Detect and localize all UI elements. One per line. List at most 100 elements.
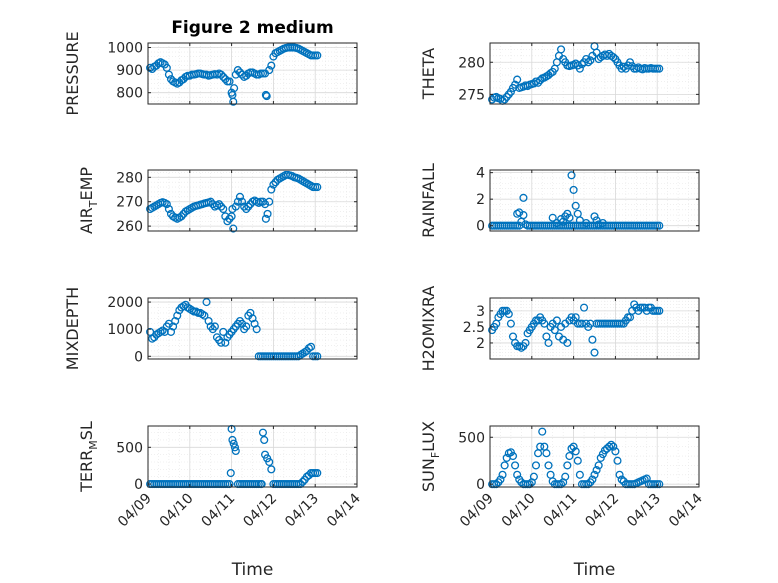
data-point (164, 204, 173, 214)
data-point (506, 319, 515, 328)
data-point (590, 212, 599, 221)
x-tick-label: 04/14 (666, 490, 706, 530)
data-point (557, 45, 566, 54)
y-tick-label: 270 (116, 195, 143, 211)
axes-box (147, 42, 358, 105)
data-point (235, 68, 245, 77)
y-axis-label: SUNFLUX (419, 421, 442, 492)
data-point (655, 221, 664, 230)
series-h2omixra (488, 300, 664, 357)
data-point (544, 338, 553, 347)
y-tick-label: 2 (476, 192, 485, 208)
data-point (206, 197, 215, 206)
data-point (226, 468, 235, 478)
y-tick-label: 280 (116, 170, 143, 186)
y-axis-label: AIRTEMP (77, 167, 100, 234)
data-point (544, 461, 553, 470)
data-point (548, 213, 557, 222)
y-tick-label: 275 (458, 87, 485, 103)
series-mixdepth (146, 298, 322, 361)
data-point (609, 53, 618, 62)
data-point (263, 209, 272, 218)
data-point (238, 197, 247, 206)
data-point (590, 470, 599, 479)
y-axis-label-subscript: F (429, 452, 442, 458)
y-tick-label: 900 (116, 63, 143, 79)
data-point (260, 200, 270, 209)
data-point (536, 442, 545, 451)
y-tick-label: 0 (134, 349, 143, 365)
data-point (261, 90, 270, 100)
data-point (229, 439, 238, 448)
data-point (223, 217, 232, 226)
data-point (496, 475, 505, 484)
data-point (531, 461, 541, 470)
subplot-pressure: 800 900 1000 Figure 2 medium PRESSURE (63, 18, 358, 116)
axes-box (489, 169, 700, 232)
subplot-theta: 275 280 THETA (419, 42, 700, 105)
data-point (515, 342, 524, 351)
y-axis-label-main: AIR (77, 207, 96, 234)
data-point (504, 310, 513, 319)
y-axis-label-rest: LUX (419, 421, 438, 452)
subplot-sun_flux: 0 500 04/09 04/10 04/11 04/12 04/13 04/14 Time SU… (419, 421, 706, 580)
data-point (594, 220, 603, 229)
axes-box (147, 425, 358, 488)
y-tick-label: 1000 (107, 41, 143, 57)
data-point (217, 70, 226, 79)
data-point (262, 92, 271, 101)
data-point (552, 316, 561, 325)
y-axis-label: TERRMSL (77, 421, 100, 493)
y-tick-label: 500 (116, 440, 143, 456)
data-point (619, 62, 628, 71)
data-point (513, 75, 522, 84)
data-point (511, 461, 520, 470)
data-point (228, 435, 237, 445)
data-point (169, 322, 178, 331)
data-point (508, 451, 518, 461)
data-point (569, 185, 578, 194)
y-tick-label: 280 (458, 55, 485, 71)
data-point (565, 451, 574, 461)
data-point (588, 335, 597, 344)
data-point (313, 183, 322, 192)
data-point (221, 75, 230, 84)
data-point (529, 472, 538, 481)
y-axis-label: THETA (419, 48, 438, 100)
data-point (225, 214, 234, 223)
axes-box (489, 297, 700, 360)
data-point (200, 311, 209, 320)
data-point (525, 480, 534, 489)
data-point (225, 77, 234, 86)
data-point (244, 202, 253, 211)
y-axis-label: RAINFALL (419, 163, 438, 238)
data-point (584, 58, 593, 67)
data-point (513, 470, 522, 479)
axes-box (147, 297, 358, 360)
data-point (265, 457, 274, 467)
x-tick-label: 04/09 (115, 491, 155, 531)
data-point (563, 209, 572, 218)
data-point (613, 456, 622, 465)
data-point (655, 306, 664, 315)
data-point (605, 442, 614, 451)
data-point (575, 64, 584, 73)
x-tick-label: 04/13 (624, 491, 664, 531)
data-point (230, 443, 239, 452)
x-tick-label: 04/12 (582, 491, 622, 531)
data-point (573, 456, 582, 465)
data-point (506, 87, 515, 96)
data-point (542, 449, 551, 458)
data-point (500, 461, 509, 470)
y-tick-label: 800 (116, 86, 143, 102)
x-axis-label: Time (573, 560, 616, 580)
data-point (306, 342, 316, 351)
data-point (582, 218, 591, 228)
x-tick-label: 04/09 (457, 491, 497, 531)
data-point (219, 72, 228, 81)
data-point (173, 311, 182, 320)
series-sun_flux (488, 427, 664, 489)
data-point (609, 442, 618, 451)
data-point (229, 97, 238, 106)
